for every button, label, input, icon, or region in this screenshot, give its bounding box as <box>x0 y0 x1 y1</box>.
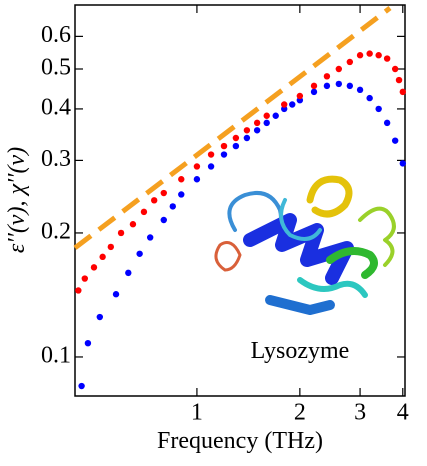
data-point <box>356 52 364 59</box>
data-point <box>296 92 304 100</box>
data-point <box>220 142 228 150</box>
data-point <box>169 203 176 210</box>
data-point <box>395 76 403 84</box>
ribbon <box>358 206 396 267</box>
x-axis-label: Frequency (THz) <box>157 428 323 454</box>
data-point <box>346 58 354 66</box>
data-point <box>399 88 406 96</box>
data-point <box>289 101 296 108</box>
data-point <box>84 339 92 347</box>
data-point <box>375 105 382 113</box>
data-point <box>107 243 115 251</box>
fit-line <box>73 6 392 250</box>
data-point <box>207 151 215 158</box>
plot-frame <box>74 4 406 397</box>
y-tick-label: 0.4 <box>41 94 71 120</box>
data-point <box>140 208 148 216</box>
data-point <box>243 127 251 134</box>
data-point <box>90 264 98 271</box>
data-point <box>178 176 185 183</box>
data-point <box>323 82 331 90</box>
data-point <box>356 86 364 94</box>
data-point <box>75 287 82 294</box>
annotation: Lysozyme <box>251 338 350 364</box>
data-point <box>366 94 373 102</box>
y-tick-label: 0.2 <box>41 218 71 244</box>
data-point <box>263 112 270 119</box>
data-point <box>146 234 154 241</box>
y-tick-label: 0.1 <box>41 342 71 368</box>
y-axis-label: ε′′(ν), χ′′(ν) <box>4 147 30 253</box>
data-point <box>399 160 406 167</box>
helix <box>326 247 378 279</box>
helix <box>243 213 354 285</box>
data-point <box>232 142 240 150</box>
data-point <box>281 101 288 108</box>
data-point <box>129 221 137 228</box>
y-tick-label: 0.6 <box>41 22 71 48</box>
data-point <box>383 55 391 62</box>
x-tick-label: 4 <box>397 400 409 426</box>
data-point <box>253 127 261 134</box>
data-point <box>150 197 158 204</box>
protein-image <box>214 175 396 315</box>
x-tick-label: 1 <box>191 400 203 426</box>
data-point <box>96 313 104 321</box>
ribbon <box>279 198 322 241</box>
data-point <box>375 52 382 59</box>
data-point <box>383 119 391 127</box>
data-point <box>207 163 215 170</box>
x-tick-label: 3 <box>354 400 366 426</box>
data-point <box>125 269 132 277</box>
data-point <box>391 137 399 144</box>
data-point <box>178 191 185 198</box>
helix <box>306 175 353 218</box>
data-point <box>117 229 125 237</box>
strand <box>265 295 335 315</box>
data-point <box>323 73 331 80</box>
ribbon <box>297 277 368 298</box>
data-point <box>346 82 354 90</box>
data-point <box>310 82 318 90</box>
data-point <box>263 119 270 127</box>
data-point <box>193 176 201 183</box>
data-point <box>335 80 343 88</box>
data-point <box>160 216 167 224</box>
data-point <box>160 189 167 197</box>
data-point <box>310 88 318 96</box>
data-point <box>253 119 261 127</box>
data-point <box>99 253 106 261</box>
data-point <box>391 65 399 73</box>
ribbon <box>214 241 242 272</box>
data-point <box>272 112 279 119</box>
data-point <box>281 105 288 113</box>
data-point <box>366 50 373 57</box>
data-point <box>112 291 120 298</box>
y-tick-label: 0.5 <box>41 54 71 80</box>
data-point <box>193 163 201 170</box>
data-point <box>243 134 251 142</box>
data-point <box>136 250 143 257</box>
x-tick-label: 2 <box>294 400 306 426</box>
data-point <box>232 134 240 142</box>
data-point <box>81 275 88 282</box>
data-point <box>220 151 228 158</box>
data-point <box>78 382 85 390</box>
y-tick-label: 0.3 <box>41 146 71 172</box>
data-point <box>335 65 343 73</box>
